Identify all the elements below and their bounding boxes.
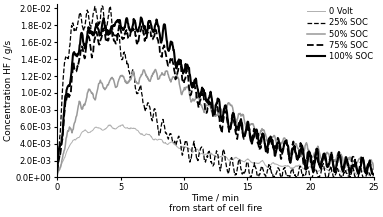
50% SOC: [160, 73, 165, 76]
25% SOC: [241, 172, 245, 175]
0 Volt: [257, 162, 262, 164]
50% SOC: [257, 134, 262, 137]
25% SOC: [160, 120, 165, 122]
0 Volt: [241, 160, 245, 163]
25% SOC: [55, 171, 59, 174]
Y-axis label: Concentration HF / g/s: Concentration HF / g/s: [4, 40, 13, 141]
100% SOC: [160, 36, 165, 38]
Line: 100% SOC: 100% SOC: [57, 17, 373, 175]
0 Volt: [120, 123, 125, 126]
100% SOC: [371, 173, 376, 176]
75% SOC: [117, 23, 122, 26]
Line: 75% SOC: 75% SOC: [57, 25, 373, 175]
25% SOC: [371, 176, 376, 179]
100% SOC: [241, 131, 245, 134]
0 Volt: [55, 174, 59, 177]
50% SOC: [55, 171, 59, 174]
Line: 25% SOC: 25% SOC: [57, 6, 373, 178]
75% SOC: [306, 149, 310, 151]
X-axis label: Time / min
from start of cell fire: Time / min from start of cell fire: [169, 193, 262, 213]
100% SOC: [306, 157, 310, 159]
100% SOC: [115, 19, 120, 21]
Line: 50% SOC: 50% SOC: [57, 69, 373, 173]
100% SOC: [139, 16, 143, 19]
75% SOC: [257, 149, 262, 151]
75% SOC: [115, 35, 120, 37]
100% SOC: [197, 93, 201, 96]
50% SOC: [241, 114, 245, 117]
Line: 0 Volt: 0 Volt: [57, 125, 373, 176]
25% SOC: [306, 169, 311, 171]
0 Volt: [160, 140, 165, 142]
75% SOC: [55, 170, 59, 173]
100% SOC: [257, 142, 262, 145]
0 Volt: [371, 172, 376, 175]
75% SOC: [241, 131, 245, 134]
25% SOC: [257, 173, 262, 176]
Legend: 0 Volt, 25% SOC, 50% SOC, 75% SOC, 100% SOC: 0 Volt, 25% SOC, 50% SOC, 75% SOC, 100% …: [304, 5, 376, 63]
50% SOC: [153, 68, 157, 71]
25% SOC: [197, 152, 201, 155]
50% SOC: [197, 97, 201, 100]
50% SOC: [115, 82, 120, 85]
75% SOC: [160, 49, 165, 52]
0 Volt: [115, 126, 120, 129]
0 Volt: [306, 166, 310, 169]
50% SOC: [371, 168, 376, 170]
75% SOC: [347, 173, 352, 176]
25% SOC: [116, 31, 120, 33]
50% SOC: [306, 148, 310, 151]
100% SOC: [55, 167, 59, 169]
75% SOC: [371, 173, 376, 175]
0 Volt: [197, 151, 201, 154]
25% SOC: [249, 176, 254, 179]
75% SOC: [197, 103, 201, 106]
25% SOC: [100, 5, 104, 7]
